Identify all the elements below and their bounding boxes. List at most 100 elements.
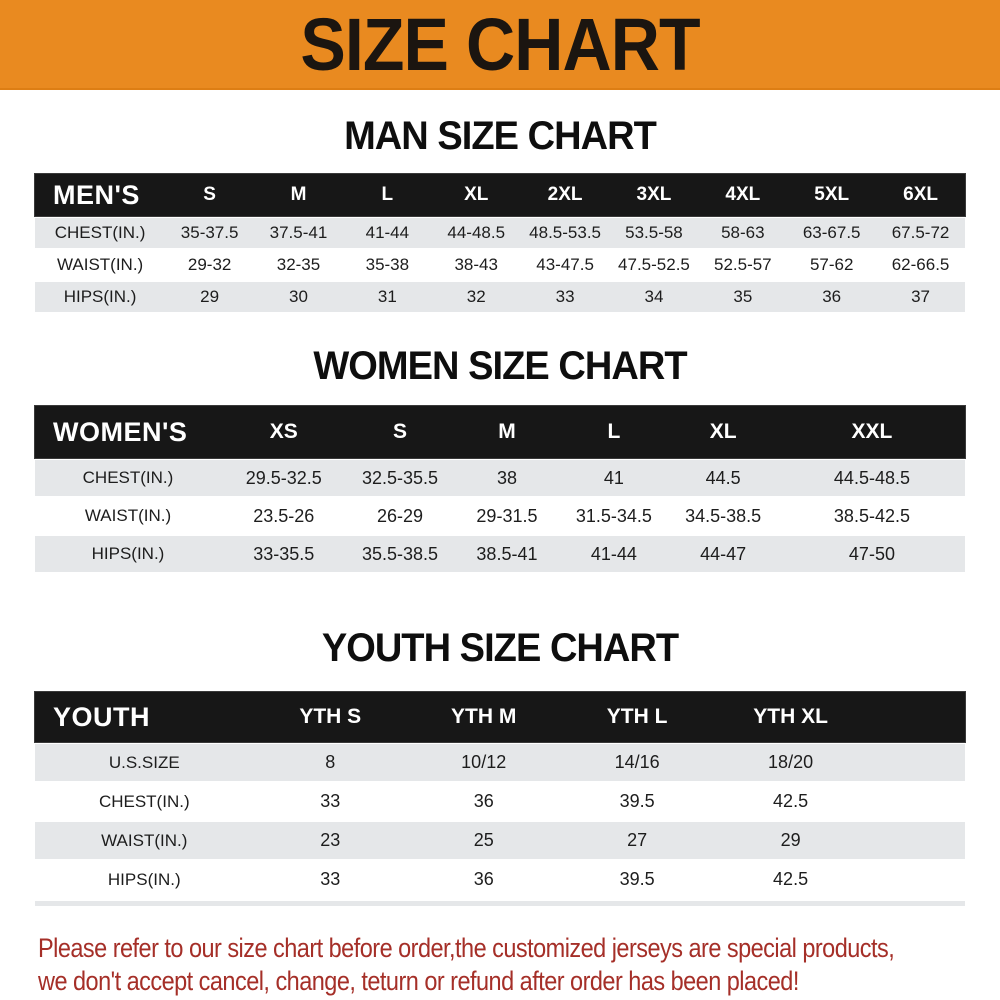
women-section-title: WOMEN SIZE CHART — [313, 344, 687, 388]
cell: 62-66.5 — [891, 255, 950, 274]
youth-ussize-row: U.S.SIZE 8 10/12 14/16 18/20 — [35, 744, 965, 781]
cell: 29 — [200, 287, 220, 306]
cell: 36 — [822, 287, 842, 306]
youth-hips-row: HIPS(IN.) 33 36 39.5 42.5 — [35, 861, 965, 898]
women-size-col-xl: XL — [709, 420, 737, 443]
spacer — [867, 783, 965, 820]
cell: 41 — [603, 467, 624, 488]
men-section-title: MAN SIZE CHART — [344, 114, 657, 158]
cell: 26-29 — [376, 505, 424, 526]
row-label: HIPS(IN.) — [91, 544, 165, 563]
row-label: WAIST(IN.) — [84, 506, 172, 525]
women-size-col-m: M — [498, 420, 516, 443]
cell: 38-43 — [454, 255, 498, 274]
cell: 32 — [466, 287, 486, 306]
cell: 29.5-32.5 — [245, 467, 322, 488]
cell: 34 — [644, 287, 664, 306]
cell: 44-47 — [700, 543, 747, 564]
cell: 25 — [473, 830, 494, 850]
cell: 53.5-58 — [625, 223, 683, 242]
banner-title: SIZE CHART — [300, 2, 700, 86]
cell: 47-50 — [848, 543, 895, 564]
cell: 30 — [289, 287, 308, 306]
cell: 47.5-52.5 — [618, 255, 690, 274]
women-waist-row: WAIST(IN.) 23.5-26 26-29 29-31.5 31.5-34… — [35, 498, 965, 534]
men-size-col-6xl: 6XL — [903, 184, 938, 205]
note-line-1: Please refer to our size chart before or… — [38, 933, 895, 963]
cell: 8 — [325, 752, 336, 772]
men-size-col-3xl: 3XL — [636, 184, 672, 205]
men-waist-row: WAIST(IN.) 29-32 32-35 35-38 38-43 43-47… — [35, 250, 965, 280]
men-size-col-l: L — [381, 184, 394, 205]
cell: 38.5-42.5 — [833, 505, 910, 526]
row-label: CHEST(IN.) — [98, 791, 190, 811]
cell: 29 — [780, 830, 801, 850]
cell: 67.5-72 — [891, 223, 950, 242]
cell: 44-48.5 — [447, 223, 506, 242]
cell: 44.5-48.5 — [833, 467, 910, 488]
cell: 38.5-41 — [476, 543, 538, 564]
cell: 35-38 — [365, 255, 410, 274]
cell: 35.5-38.5 — [361, 543, 439, 564]
cell: 37 — [911, 287, 931, 306]
cell: 33-35.5 — [253, 543, 315, 564]
cell: 36 — [473, 869, 494, 889]
cell: 36 — [473, 791, 494, 811]
men-size-col-s: S — [203, 184, 216, 205]
cell: 48.5-53.5 — [529, 223, 601, 242]
men-size-col-m: M — [290, 184, 307, 205]
youth-table-header: YOUTH YTH S YTH M YTH L YTH XL — [35, 692, 965, 742]
women-size-table: WOMEN'S XS S M L XL XXL CHEST(IN.) 29.5-… — [35, 406, 965, 572]
cell: 31 — [377, 287, 397, 306]
note-line-2: we don't accept cancel, change, teturn o… — [38, 966, 799, 996]
row-label: WAIST(IN.) — [101, 830, 188, 850]
spacer — [867, 744, 965, 781]
cell: 37.5-41 — [269, 223, 328, 242]
cell: 41-44 — [590, 543, 637, 564]
cell: 58-63 — [721, 223, 765, 242]
cell: 23.5-26 — [253, 505, 315, 526]
cell: 38 — [496, 467, 517, 488]
cell: 23 — [320, 830, 341, 850]
men-size-col-2xl: 2XL — [547, 184, 583, 205]
cell: 27 — [627, 830, 648, 850]
order-policy-note: Please refer to our size chart before or… — [38, 932, 1000, 998]
youth-size-col-yth-xl: YTH XL — [753, 705, 828, 728]
men-size-col-4xl: 4XL — [725, 184, 761, 205]
cell: 52.5-57 — [713, 255, 772, 274]
cell: 39.5 — [619, 869, 655, 889]
women-group-label: WOMEN'S — [53, 416, 188, 447]
youth-size-col-yth-m: YTH M — [451, 705, 517, 728]
men-hips-row: HIPS(IN.) 29 30 31 32 33 34 35 36 37 — [35, 282, 965, 312]
cell: 42.5 — [773, 869, 809, 889]
cell: 41-44 — [365, 223, 410, 242]
cell: 33 — [555, 287, 575, 306]
cell: 18/20 — [768, 752, 814, 772]
cell: 14/16 — [614, 752, 660, 772]
cell: 33 — [320, 869, 341, 889]
men-size-col-5xl: 5XL — [814, 184, 850, 205]
youth-section-title: YOUTH SIZE CHART — [321, 626, 679, 670]
cell: 32-35 — [276, 255, 321, 274]
cell: 31.5-34.5 — [575, 505, 652, 526]
row-label: U.S.SIZE — [108, 752, 180, 772]
women-hips-row: HIPS(IN.) 33-35.5 35.5-38.5 38.5-41 41-4… — [35, 536, 965, 572]
youth-group-label: YOUTH — [53, 701, 150, 732]
men-table-header: MEN'S S M L XL 2XL 3XL 4XL 5XL 6XL — [35, 174, 965, 216]
youth-size-col-yth-l: YTH L — [606, 705, 668, 728]
banner: SIZE CHART — [0, 0, 1000, 90]
cell: 63-67.5 — [802, 223, 861, 242]
youth-waist-row: WAIST(IN.) 23 25 27 29 — [35, 822, 965, 859]
cell: 34.5-38.5 — [685, 505, 762, 526]
cell: 57-62 — [809, 255, 854, 274]
cell: 33 — [320, 791, 341, 811]
women-size-col-s: S — [393, 420, 408, 443]
cell: 35-37.5 — [180, 223, 239, 242]
cell: 43-47.5 — [536, 255, 594, 274]
row-label: CHEST(IN.) — [54, 223, 146, 242]
women-size-col-xxl: XXL — [851, 420, 893, 443]
cell: 32.5-35.5 — [361, 467, 439, 488]
cell: 42.5 — [773, 791, 809, 811]
men-size-col-xl: XL — [464, 184, 489, 205]
